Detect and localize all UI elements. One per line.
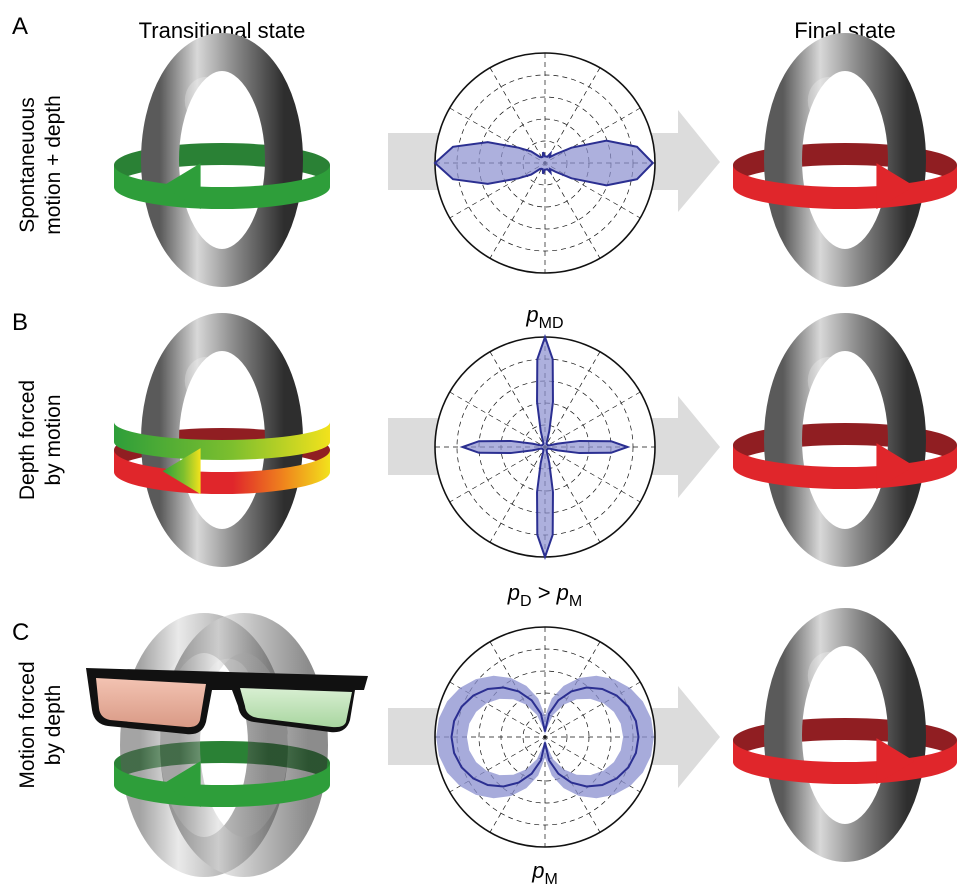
torus-highlight <box>807 76 852 125</box>
polar-plot-a <box>433 52 656 274</box>
direction-arrow <box>162 448 201 495</box>
polar-distribution <box>450 686 640 788</box>
panel-letter-b: B <box>12 309 28 336</box>
torus-body <box>764 313 926 567</box>
band-front <box>114 165 330 209</box>
torus-body <box>160 613 328 877</box>
green-lens <box>240 688 352 728</box>
band-front <box>114 450 330 494</box>
band-front <box>733 445 957 489</box>
row-label-c-line1: Motion forced <box>16 661 39 788</box>
final-torus-a <box>733 33 957 287</box>
torus-illustration-c <box>86 613 368 877</box>
polar-label-b: pD > pM <box>507 580 582 610</box>
row-label-a-line2: motion + depth <box>42 95 65 235</box>
panel-b: B Depth forced by motion <box>12 309 65 500</box>
band-front <box>114 763 330 807</box>
torus-highlight <box>184 356 229 405</box>
flow-arrow-c-right <box>640 686 720 788</box>
torus-body <box>141 33 303 287</box>
flow-arrows <box>388 110 720 788</box>
polar-distribution <box>459 333 631 561</box>
flow-arrow-a-left <box>388 133 448 190</box>
glasses-icon <box>86 668 368 735</box>
row-label-a-line1: Spontaneuous <box>16 97 39 232</box>
row-label-b-line1: Depth forced <box>16 380 39 500</box>
direction-arrow <box>876 738 915 785</box>
band-upper <box>114 422 330 460</box>
polar-plot-b <box>434 333 656 561</box>
row-label-c-line2: by depth <box>42 685 65 766</box>
band-front <box>733 740 957 784</box>
polar-distribution <box>433 139 655 187</box>
polar-label-a: pMD <box>525 302 563 332</box>
row-label-b-line2: by motion <box>42 394 65 485</box>
red-lens <box>96 678 206 728</box>
panel-letter-c: C <box>12 619 29 646</box>
final-torus-b <box>733 313 957 567</box>
panel-a: A Spontaneuous motion + depth <box>12 13 65 235</box>
torus-illustration-b <box>114 313 330 567</box>
torus-body <box>764 33 926 287</box>
polar-plot-c <box>434 626 656 848</box>
flow-arrow-c-left <box>388 708 448 765</box>
torus-illustration-a <box>114 33 330 287</box>
final-torus-c <box>733 608 957 862</box>
flow-arrow-b-left <box>388 418 448 475</box>
direction-arrow <box>162 761 201 808</box>
flow-arrow-b-right <box>640 396 720 498</box>
direction-arrow <box>162 163 201 210</box>
panel-letter-a: A <box>12 13 28 40</box>
torus-highlight <box>807 651 852 700</box>
band-front <box>733 165 957 209</box>
torus-body <box>764 608 926 862</box>
flow-arrow-a-right <box>640 110 720 212</box>
torus-highlight <box>184 76 229 125</box>
direction-arrow <box>876 163 915 210</box>
polar-label-c: pM <box>531 858 558 888</box>
torus-highlight <box>807 356 852 405</box>
polar-grid-ring <box>522 714 568 760</box>
direction-arrow <box>876 443 915 490</box>
panel-c: C Motion forced by depth <box>12 619 65 789</box>
